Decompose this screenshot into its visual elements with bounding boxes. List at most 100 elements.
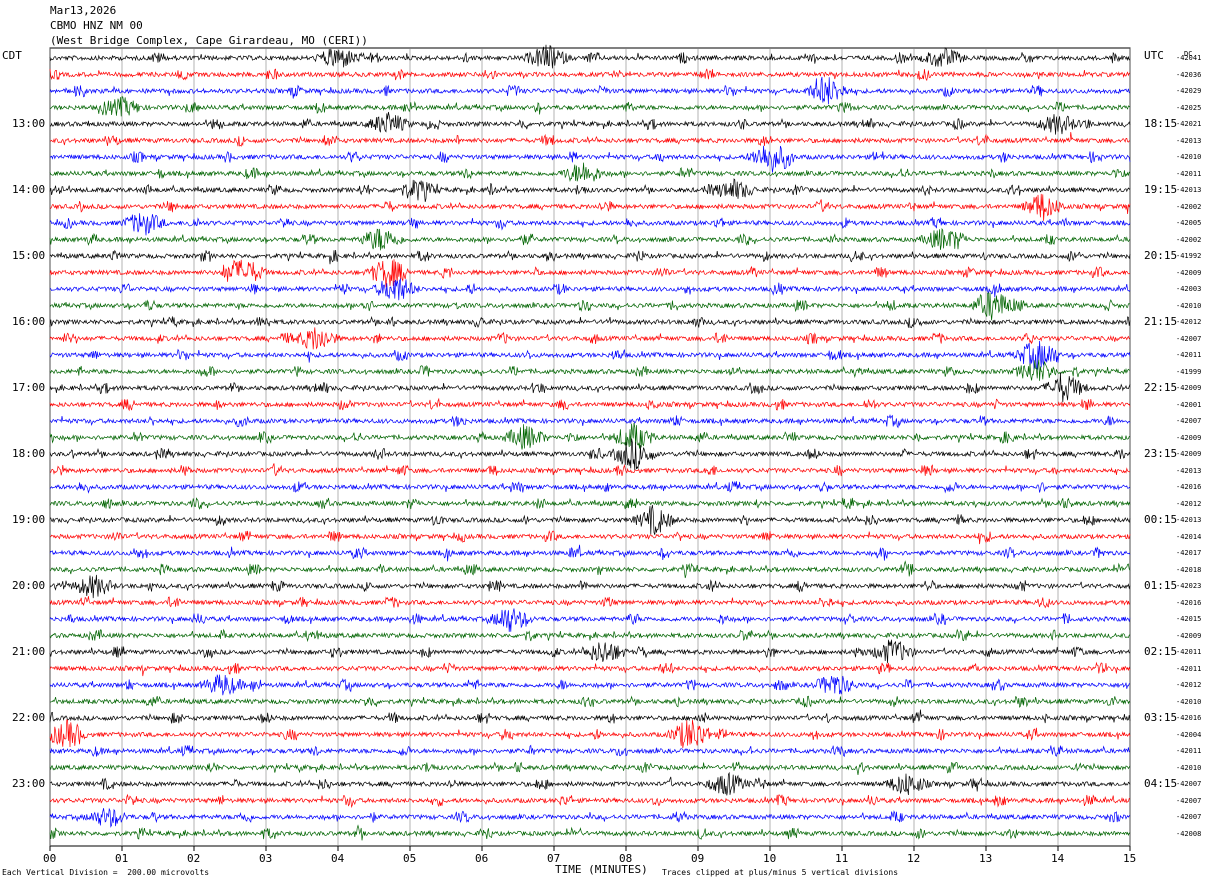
trace-line-2	[49, 76, 1131, 105]
x-tick-label: 04	[331, 852, 345, 865]
left-time-label: 23:00	[12, 777, 46, 790]
trace-line-38	[49, 674, 1130, 696]
dc-offset-label: -42029	[1176, 87, 1202, 95]
dc-offset-label: -42012	[1176, 681, 1202, 689]
trace-line-7	[49, 162, 1131, 183]
dc-offset-label: -42010	[1176, 301, 1202, 310]
dc-offset-label: -42018	[1176, 565, 1202, 574]
dc-offset-label: -41992	[1176, 252, 1202, 260]
trace-line-0	[49, 44, 1131, 69]
right-time-label: 23:15	[1144, 447, 1178, 460]
right-time-label: 22:15	[1144, 381, 1178, 394]
dc-offset-label: -42013	[1176, 186, 1202, 194]
left-time-label: 18:00	[12, 447, 46, 460]
dc-offset-label: -42009	[1176, 268, 1202, 277]
trace-line-46	[49, 807, 1131, 828]
trace-line-22	[49, 414, 1131, 429]
dc-offset-label: -42001	[1176, 400, 1202, 409]
dc-offset-label: -42025	[1176, 103, 1202, 112]
x-tick-label: 14	[1051, 852, 1065, 865]
dc-offset-label: -42017	[1176, 549, 1202, 557]
left-time-label: 17:00	[12, 381, 46, 394]
dc-offset-label: -42012	[1176, 318, 1202, 326]
dc-offset-label: -42023	[1176, 582, 1202, 590]
trace-line-20	[49, 372, 1131, 403]
clip-note: Traces clipped at plus/minus 5 vertical …	[662, 868, 899, 877]
x-tick-label: 02	[187, 852, 201, 865]
trace-line-25	[49, 463, 1131, 477]
dc-offset-label: -42021	[1176, 120, 1202, 128]
dc-offset-label: -42013	[1176, 516, 1202, 524]
scale-note: Each Vertical Division = 200.00 microvol…	[2, 868, 210, 877]
station-title: CBMO HNZ NM 00	[50, 19, 143, 32]
dc-offset-label: -42009	[1176, 631, 1202, 640]
x-axis-label: TIME (MINUTES)	[555, 863, 648, 876]
right-time-label: 19:15	[1144, 183, 1178, 196]
dc-offset-label: -42010	[1176, 763, 1202, 772]
right-time-label: 00:15	[1144, 513, 1178, 526]
trace-line-37	[49, 661, 1131, 677]
right-time-label: 21:15	[1144, 315, 1178, 328]
trace-line-8	[49, 178, 1131, 202]
left-time-label: 21:00	[12, 645, 46, 658]
trace-line-43	[49, 761, 1131, 776]
trace-line-42	[49, 744, 1131, 757]
dc-offset-label: -42016	[1176, 598, 1202, 607]
dc-offset-label: -42015	[1176, 615, 1202, 623]
dc-offset-label: -42012	[1176, 499, 1202, 508]
trace-line-31	[49, 560, 1131, 579]
left-time-label: 13:00	[12, 117, 46, 130]
dc-offset-label: -41999	[1176, 367, 1202, 376]
trace-line-44	[49, 771, 1131, 796]
plot-frame	[49, 47, 1131, 847]
dc-offset-label: -42011	[1176, 747, 1202, 755]
station-location: (West Bridge Complex, Cape Girardeau, MO…	[50, 34, 368, 47]
x-tick-label: 05	[403, 852, 417, 865]
x-tick-label: 13	[979, 852, 993, 865]
x-tick-label: 11	[835, 852, 849, 865]
trace-line-12	[49, 249, 1131, 265]
trace-line-33	[49, 596, 1131, 609]
left-timezone-label: CDT	[2, 49, 22, 62]
dc-offset-label: -42002	[1176, 202, 1202, 211]
dc-offset-label: -42011	[1176, 351, 1202, 359]
trace-line-5	[49, 131, 1130, 147]
seismic-traces	[49, 44, 1131, 841]
trace-line-10	[49, 213, 1131, 236]
right-time-label: 04:15	[1144, 777, 1178, 790]
trace-line-14	[49, 277, 1131, 301]
trace-line-13	[49, 259, 1131, 288]
dc-header-label: DC	[1184, 50, 1193, 58]
trace-line-18	[49, 340, 1131, 370]
dc-offset-label: -42003	[1176, 285, 1202, 293]
trace-line-6	[49, 145, 1131, 173]
right-time-label: 01:15	[1144, 579, 1178, 592]
dc-offset-label: -42009	[1176, 450, 1202, 458]
dc-offset-label: -42007	[1176, 813, 1202, 821]
dc-offset-label: -42011	[1176, 664, 1202, 673]
trace-line-47	[49, 824, 1131, 841]
trace-line-27	[49, 497, 1131, 510]
trace-line-11	[49, 227, 1131, 251]
plot-date: Mar13,2026	[50, 4, 117, 17]
trace-line-29	[50, 530, 1131, 545]
right-timezone-label: UTC	[1144, 49, 1164, 62]
x-tick-label: 03	[259, 852, 273, 865]
dc-offset-label: -42014	[1176, 532, 1202, 541]
trace-line-17	[49, 327, 1131, 350]
dc-offset-label: -42011	[1176, 648, 1202, 656]
x-tick-label: 09	[691, 852, 705, 865]
trace-line-16	[49, 315, 1131, 329]
dc-offset-label: -42010	[1176, 697, 1202, 706]
dc-offset-label: -42008	[1176, 829, 1202, 838]
dc-offset-label: -42009	[1176, 384, 1202, 392]
right-time-label: 20:15	[1144, 249, 1178, 262]
grid-lines	[49, 48, 1131, 846]
right-time-label: 18:15	[1144, 117, 1178, 130]
trace-line-23	[49, 422, 1131, 450]
trace-line-41	[49, 719, 1131, 749]
trace-line-1	[49, 68, 1131, 82]
x-tick-label: 10	[763, 852, 777, 865]
x-tick-label: 12	[907, 852, 921, 865]
trace-line-45	[49, 793, 1131, 809]
